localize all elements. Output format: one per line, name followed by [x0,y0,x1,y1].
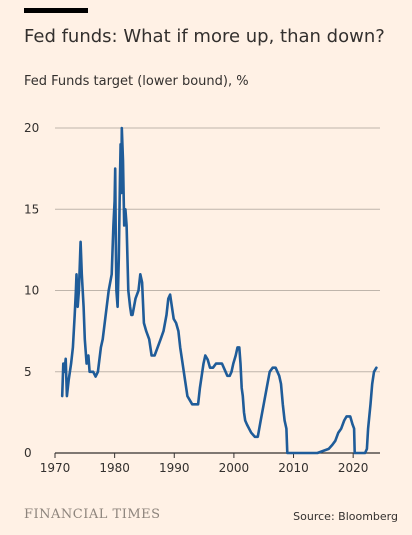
y-tick-label: 20 [24,121,39,135]
chart-subtitle: Fed Funds target (lower bound), % [24,74,249,89]
y-tick-label: 15 [24,202,39,216]
x-tick-label: 1990 [159,461,190,475]
source-note: Source: Bloomberg [293,510,398,523]
series-line-fed-funds-target [60,126,378,455]
y-tick-label: 5 [24,365,32,379]
x-tick-label: 1980 [99,461,130,475]
y-tick-label: 0 [24,446,32,460]
x-tick-label: 2000 [219,461,250,475]
x-tick-label: 1970 [40,461,71,475]
series [60,126,378,455]
ft-brand-logo: FINANCIAL TIMES [24,507,161,522]
x-tick-label: 2010 [278,461,309,475]
chart-title: Fed funds: What if more up, than down? [24,26,385,47]
gridlines [55,127,380,454]
axes: 0 5 10 15 20 1970 1980 1990 2000 2010 2020 [24,121,368,475]
y-tick-label: 10 [24,284,39,298]
x-tick-label: 2020 [338,461,369,475]
ft-top-bar [24,8,88,13]
